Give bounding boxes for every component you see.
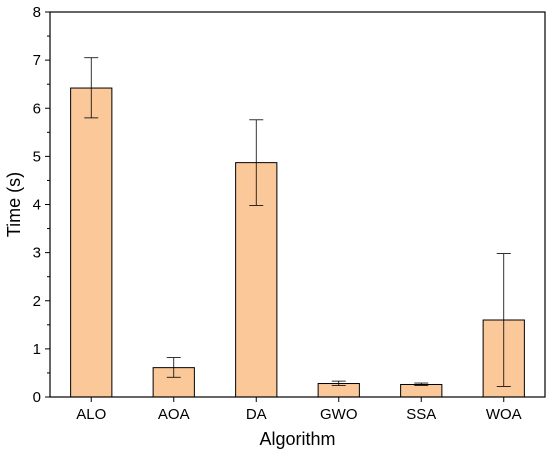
x-tick-label: WOA — [486, 406, 522, 423]
y-axis-title: Time (s) — [4, 172, 24, 237]
error-bars-layer — [84, 57, 511, 387]
y-axis-ticks: 0 1 2 3 4 5 6 7 8 — [33, 4, 50, 406]
y-tick-label: 0 — [33, 389, 41, 406]
x-axis-ticks: ALO AOA DA GWO SSA WOA — [76, 397, 522, 423]
y-tick-label: 4 — [33, 197, 41, 214]
y-tick-label: 3 — [33, 245, 41, 262]
y-tick-label: 2 — [33, 293, 41, 310]
bar-ssa — [400, 383, 443, 398]
plot-frame — [49, 11, 546, 398]
x-tick-label: GWO — [320, 406, 358, 423]
x-tick-label: SSA — [406, 406, 436, 423]
bar-alo — [70, 87, 113, 398]
x-tick-label: AOA — [158, 406, 190, 423]
y-tick-label: 6 — [33, 100, 41, 117]
y-tick-label: 8 — [33, 4, 41, 21]
y-tick-label: 5 — [33, 148, 41, 165]
x-tick-label: DA — [246, 406, 267, 423]
y-tick-label: 1 — [33, 341, 41, 358]
bars-layer — [70, 87, 525, 398]
x-axis-title: Algorithm — [259, 429, 335, 449]
y-tick-label: 7 — [33, 52, 41, 69]
x-tick-label: ALO — [76, 406, 106, 423]
